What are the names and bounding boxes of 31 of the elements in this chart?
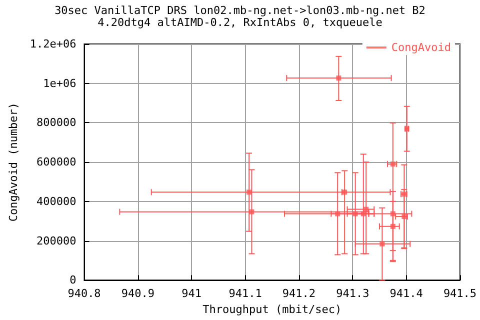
legend-label: CongAvoid <box>391 41 452 54</box>
point <box>336 76 342 81</box>
chart-subtitle: 4.20dtg4 altAIMD-0.2, RxIntAbs 0, txqueuele <box>98 16 382 29</box>
x-tick-label: 941.2 <box>282 287 316 300</box>
x-tick-label: 941.1 <box>228 287 262 300</box>
x-tick-label: 941 <box>182 287 202 300</box>
y-axis-title: CongAvoid (number) <box>7 102 20 222</box>
x-tick-label: 941.5 <box>443 287 477 300</box>
x-tick-label: 940.8 <box>68 287 101 300</box>
point <box>390 211 396 216</box>
point <box>390 224 396 229</box>
x-tick-label: 940.9 <box>121 287 154 300</box>
y-tick-label: 1.2e+06 <box>30 38 76 50</box>
point <box>246 190 252 195</box>
point <box>364 206 369 212</box>
x-axis-title: Throughput (mbit/sec) <box>202 303 342 316</box>
point <box>390 162 396 167</box>
point <box>249 209 254 214</box>
point <box>352 211 358 216</box>
y-tick-label: 0 <box>70 274 76 287</box>
point <box>360 211 366 216</box>
x-tick-label: 941.4 <box>390 287 424 300</box>
x-tick-label: 941.3 <box>336 287 370 300</box>
y-tick-label: 1e+06 <box>43 76 76 90</box>
point <box>380 241 385 246</box>
point <box>335 211 340 216</box>
y-tick-label: 800000 <box>36 116 76 130</box>
chart-title: 30sec VanillaTCP DRS lon02.mb-ng.net->lon03.mb-ng.net B2 <box>54 4 426 17</box>
y-tick-label: 600000 <box>36 156 76 169</box>
y-tick-label: 400000 <box>36 194 76 208</box>
y-tick-label: 200000 <box>36 234 76 248</box>
